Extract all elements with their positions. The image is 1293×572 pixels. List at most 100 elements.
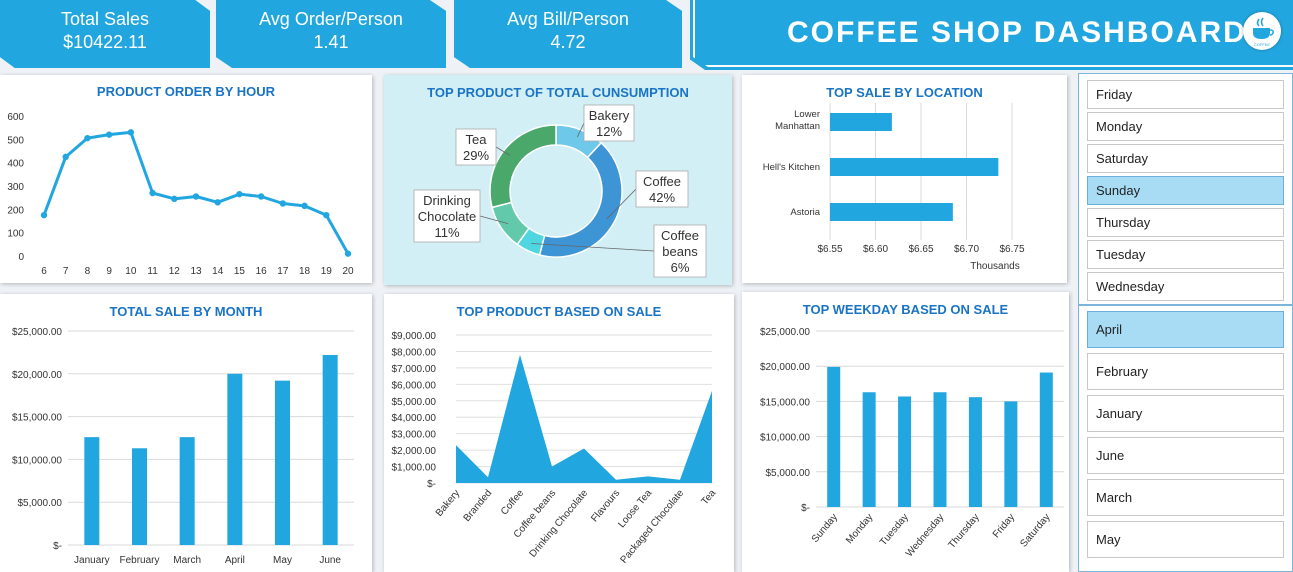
x-tick-label: 9 <box>106 266 112 277</box>
x-tick-label: 7 <box>63 266 69 277</box>
dashboard-header: COFFEE SHOP DASHBOARD COFFEE <box>690 0 1293 70</box>
y-tick-label: 500 <box>7 135 24 146</box>
category-label: Coffee <box>499 488 527 518</box>
value-bar <box>933 392 947 507</box>
hour-line-chart: 0 100 200 300 400 500 600 6 7 8 9 10 11 12 13 14 15 16 17 1… <box>7 112 354 277</box>
y-tick-label: 100 <box>7 229 24 240</box>
location-bar <box>830 203 953 221</box>
product-area-series <box>456 354 712 483</box>
slice-label: Bakery <box>589 108 630 123</box>
slicer-item-tuesday[interactable]: Tuesday <box>1087 240 1284 269</box>
hour-data-point <box>279 200 287 207</box>
hour-data-point <box>344 250 352 257</box>
x-axis-unit-label: Thousands <box>970 261 1019 272</box>
y-tick-label: $7,000.00 <box>392 364 437 375</box>
kpi-avg-order: Avg Order/Person 1.41 <box>216 0 446 68</box>
location-bar-chart: $6.55 $6.60 $6.65 $6.70 $6.75 Thousands LowerM… <box>763 103 1025 272</box>
slice-percent-label: 29% <box>463 148 489 163</box>
x-tick-label: $6.70 <box>954 244 979 255</box>
y-tick-label: $2,000.00 <box>392 446 437 457</box>
value-bar <box>84 437 100 545</box>
y-tick-label: $9,000.00 <box>392 331 437 342</box>
kpi-label: Avg Bill/Person <box>507 9 629 29</box>
kpi-value: 4.72 <box>550 32 586 52</box>
kpi-avg-bill: Avg Bill/Person 4.72 <box>454 0 682 68</box>
slicer-item-friday[interactable]: Friday <box>1087 80 1284 109</box>
slicer-item-wednesday[interactable]: Wednesday <box>1087 272 1284 301</box>
data-label-box <box>635 170 689 208</box>
category-label: Thursday <box>947 512 982 551</box>
value-bar <box>1004 401 1018 507</box>
category-label: Saturday <box>1018 512 1052 550</box>
slice-label: Chocolate <box>418 209 477 224</box>
leader-line <box>479 215 509 224</box>
x-tick-label: 20 <box>342 266 354 277</box>
leader-line <box>576 122 585 138</box>
value-bar <box>227 373 243 545</box>
category-label: Astoria <box>790 207 820 218</box>
category-label: Drinking Chocolate <box>528 488 591 560</box>
slicer-item-february[interactable]: February <box>1087 353 1284 390</box>
x-tick-label: $6.65 <box>908 244 933 255</box>
slicer-item-june[interactable]: June <box>1087 437 1284 474</box>
value-bar <box>132 448 147 545</box>
slicer-item-thursday[interactable]: Thursday <box>1087 208 1284 237</box>
slicer-item-march[interactable]: March <box>1087 479 1284 516</box>
panel-consumption: TOP PRODUCT OF TOTAL CUNSUMPTION Bakery 1… <box>384 75 732 285</box>
category-label: Tuesday <box>878 512 911 548</box>
donut-slice <box>538 141 623 258</box>
x-tick-label: 16 <box>256 266 268 277</box>
y-tick-label: $5,000.00 <box>392 397 437 408</box>
y-tick-label: $15,000.00 <box>760 397 810 408</box>
chart-title: TOP WEEKDAY BASED ON SALE <box>802 302 1009 317</box>
kpi-total-sales: Total Sales $10422.11 <box>0 0 210 68</box>
y-tick-label: $25,000.00 <box>12 327 62 338</box>
category-label: February <box>119 555 159 566</box>
y-tick-label: $5,000.00 <box>18 498 63 509</box>
slice-label: Drinking <box>423 193 471 208</box>
y-tick-label: $15,000.00 <box>12 413 62 424</box>
kpi-value: $10422.11 <box>63 32 147 52</box>
hour-data-point <box>192 193 200 200</box>
x-tick-label: 6 <box>41 266 47 277</box>
x-tick-label: 15 <box>234 266 246 277</box>
category-label: Sunday <box>810 512 840 545</box>
chart-title: PRODUCT ORDER BY HOUR <box>96 84 276 99</box>
y-tick-label: $20,000.00 <box>12 370 62 381</box>
hour-series-line <box>42 130 350 255</box>
category-label: April <box>225 555 245 566</box>
y-tick-label: $25,000.00 <box>760 327 810 338</box>
consumption-donut-chart: Bakery12%Coffee42%Coffeebeans6%DrinkingC… <box>413 104 707 278</box>
value-bar <box>827 366 841 507</box>
slicer-item-april[interactable]: April <box>1087 311 1284 348</box>
data-label-box <box>455 128 497 166</box>
dashboard-title: COFFEE SHOP DASHBOARD <box>787 16 1247 49</box>
hour-data-point <box>171 195 178 203</box>
slicer-item-may[interactable]: May <box>1087 521 1284 558</box>
hour-data-point <box>105 131 113 138</box>
hour-data-point <box>323 211 330 219</box>
slice-label: beans <box>662 244 698 259</box>
slicer-item-monday[interactable]: Monday <box>1087 112 1284 141</box>
slicer-item-saturday[interactable]: Saturday <box>1087 144 1284 173</box>
x-tick-label: 14 <box>212 266 224 277</box>
y-tick-label: $8,000.00 <box>392 347 437 358</box>
category-label: March <box>173 555 201 566</box>
x-tick-label: 10 <box>125 266 137 277</box>
category-label: Bakery <box>434 488 462 519</box>
chart-title: TOTAL SALE BY MONTH <box>109 304 263 319</box>
y-tick-label: $10,000.00 <box>760 433 810 444</box>
y-tick-label: $20,000.00 <box>760 362 810 373</box>
value-bar <box>968 397 982 507</box>
slice-label: Coffee <box>643 174 681 189</box>
chart-title: TOP PRODUCT BASED ON SALE <box>456 304 662 319</box>
category-label: Branded <box>462 488 495 524</box>
slice-percent-label: 42% <box>649 190 675 205</box>
x-tick-label: 18 <box>299 266 311 277</box>
slicer-item-january[interactable]: January <box>1087 395 1284 432</box>
category-label: Flavours <box>589 488 622 524</box>
slicer-item-sunday[interactable]: Sunday <box>1087 176 1284 205</box>
y-tick-label: 400 <box>7 159 24 170</box>
coffee-logo-icon: COFFEE <box>1243 12 1281 50</box>
category-label: Packaged Chocolate <box>619 488 687 566</box>
